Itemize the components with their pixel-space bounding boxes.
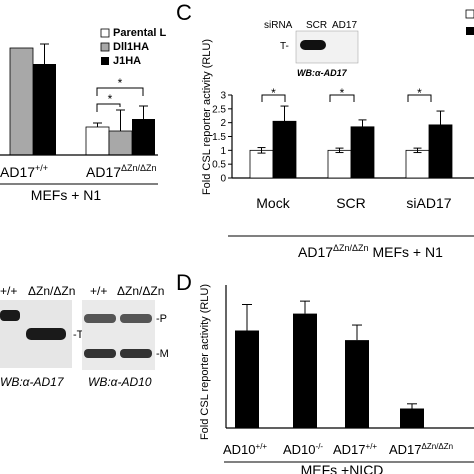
panel-c-y-tick-label: 2.5 [212,104,226,115]
panel-b-legend: Parental L Dll1HA J1HA [100,27,166,67]
blot-right-band-m-wt [84,349,116,358]
legend-swatch-parental [100,28,110,38]
panel-c-sig-star-1: * [271,86,276,100]
panel-c-y-tick-label: 1.5 [212,132,226,143]
panel-c-sig-star-3: * [417,86,422,100]
blot-lane-left-2: ΔZn/ΔZn [28,284,75,298]
sig-star-1: * [108,92,113,106]
bar-parental-g2 [85,126,110,156]
blot-right-membrane [82,300,155,370]
inset-lane-ad17: AD17 [332,20,357,31]
inset-band [300,40,326,50]
bar-dll1-g1 [9,47,34,156]
legend-label-j1: J1HA [113,55,141,67]
inset-lane-scr: SCR [306,20,327,31]
panel-c-inset: siRNA SCR AD17 T- WB:α-AD17 [264,20,359,78]
panel-b: Parental L Dll1HA J1HA * * AD17+/+ AD1 [0,27,166,203]
blot-left-side-label: -T [73,329,84,341]
panel-c-bar [249,149,274,179]
blot-right-band-p-wt [84,314,116,323]
panel-c-letter: C [176,0,192,25]
inset-caption: WB:α-AD17 [297,68,348,78]
blot-left-band-wt [0,310,20,321]
sig-bracket-1 [96,103,121,112]
bar-dll1-g2 [108,130,133,156]
panel-c: C Fold CSL reporter activity (RLU) siRNA… [176,0,474,260]
panel-d: D Fold CSL reporter activity (RLU) AD10+… [176,270,474,474]
panel-d-cat-label-1: AD10+/+ [223,442,267,457]
sig-bracket-2 [96,87,144,96]
panel-c-y-tick-label: 3 [220,91,226,102]
panel-blot: +/+ ΔZn/ΔZn -T WB:α-AD17 +/+ ΔZn/ΔZn -P … [0,284,169,389]
inset-band-label: T- [280,41,289,52]
blot-lane-right-1: +/+ [90,284,107,298]
panel-c-y-tick-label: 2 [220,118,226,129]
bar-j1-g2 [132,119,155,155]
panel-d-ylabel: Fold CSL reporter activity (RLU) [199,284,211,440]
panel-c-legend-swatch-white [465,9,474,19]
panel-c-caption: AD17ΔZn/ΔZn MEFs + N1 [298,243,443,260]
panel-c-sig-bracket-1 [261,94,286,102]
panel-d-bar [400,408,424,428]
bar-j1-g1 [33,64,56,155]
blot-right-band-m-dzn [120,349,152,358]
legend-swatch-dll1 [100,42,110,52]
panel-b-caption: MEFs + N1 [31,187,102,203]
panel-c-y-tick-label: 0 [220,174,226,185]
sig-star-2: * [118,76,123,90]
legend-label-parental: Parental L [113,27,166,39]
blot-left-caption: WB:α-AD17 [0,375,65,389]
panel-c-sig-star-2: * [340,86,345,100]
panel-c-bar [327,149,352,179]
blot-left-band-dzn [26,328,66,340]
panel-c-sig: * * * [261,86,432,102]
blot-right-band-p-dzn [120,314,152,323]
panel-c-category-label: SCR [336,195,366,211]
blot-right-label-p: -P [156,313,167,325]
panel-d-plot [225,285,474,429]
legend-swatch-j1 [101,57,109,65]
panel-d-cat-label-4: AD17ΔZn/ΔZn [389,442,453,457]
panel-b-group-label-1: AD17+/+ [0,163,48,180]
panel-c-category-label: Mock [256,195,290,211]
panel-c-y-tick-label: 1 [220,146,226,157]
panel-b-group-label-2: AD17ΔZn/ΔZn [86,163,157,180]
panel-c-sig-bracket-2 [329,94,355,102]
panel-d-caption: MEFs +NICD [301,462,384,474]
panel-c-sig-bracket-3 [407,94,432,102]
panel-c-bar [405,149,430,179]
panel-d-letter: D [176,270,192,295]
blot-right-caption: WB:α-AD10 [88,375,152,389]
panel-c-plot: 0 0.5 1 1.5 2 2.5 3 Mock SCR siAD17 [212,91,474,211]
panel-c-y-tick-label: 0.5 [212,160,226,171]
inset-row-title: siRNA [264,20,293,31]
panel-c-ylabel: Fold CSL reporter activity (RLU) [201,39,213,195]
blot-lane-right-2: ΔZn/ΔZn [117,284,164,298]
panel-d-bar [235,330,259,428]
panel-d-cat-label-2: AD10-/- [283,442,323,457]
panel-c-category-label: siAD17 [406,195,451,211]
panel-d-bar [293,313,317,428]
panel-d-cat-label-3: AD17+/+ [333,442,377,457]
blot-lane-left-1: +/+ [0,284,17,298]
panel-c-bar [350,126,375,179]
panel-c-legend-swatch-black [466,27,474,35]
legend-label-dll1: Dll1HA [113,41,149,53]
blot-right-label-m: -M [156,348,169,360]
panel-d-bar [345,340,369,428]
